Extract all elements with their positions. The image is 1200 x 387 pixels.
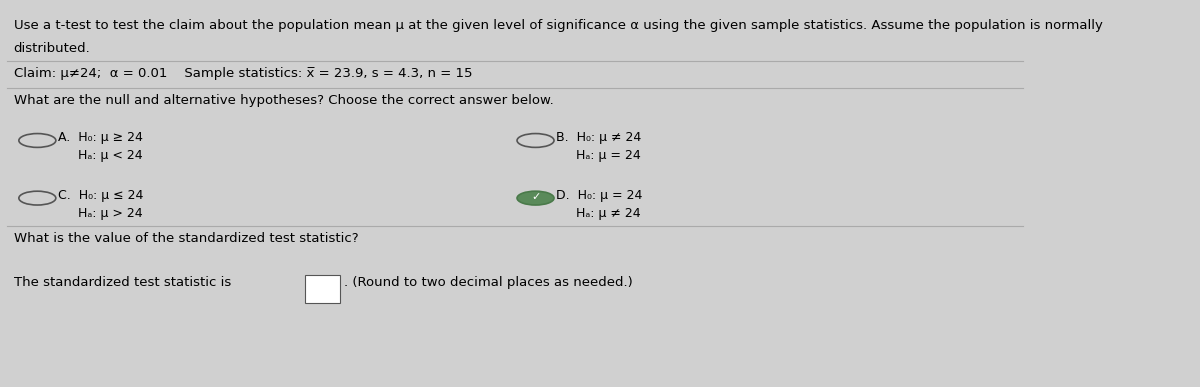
Text: D.  H₀: μ = 24: D. H₀: μ = 24 <box>556 188 642 202</box>
Text: What is the value of the standardized test statistic?: What is the value of the standardized te… <box>13 232 359 245</box>
Text: Hₐ: μ = 24: Hₐ: μ = 24 <box>556 149 641 162</box>
Text: ✓: ✓ <box>530 192 540 202</box>
Circle shape <box>517 191 554 205</box>
Text: . (Round to two decimal places as needed.): . (Round to two decimal places as needed… <box>344 276 634 289</box>
Text: Use a t-test to test the claim about the population mean μ at the given level of: Use a t-test to test the claim about the… <box>13 19 1103 32</box>
FancyBboxPatch shape <box>306 275 341 303</box>
Text: Claim: μ≠24;  α = 0.01    Sample statistics: x̅ = 23.9, s = 4.3, n = 15: Claim: μ≠24; α = 0.01 Sample statistics:… <box>13 67 473 80</box>
Text: distributed.: distributed. <box>13 42 90 55</box>
Text: B.  H₀: μ ≠ 24: B. H₀: μ ≠ 24 <box>556 131 641 144</box>
Text: Hₐ: μ ≠ 24: Hₐ: μ ≠ 24 <box>556 207 641 220</box>
Text: A.  H₀: μ ≥ 24: A. H₀: μ ≥ 24 <box>58 131 143 144</box>
Text: The standardized test statistic is: The standardized test statistic is <box>13 276 230 289</box>
Text: Hₐ: μ > 24: Hₐ: μ > 24 <box>58 207 143 220</box>
Text: C.  H₀: μ ≤ 24: C. H₀: μ ≤ 24 <box>58 188 143 202</box>
Text: What are the null and alternative hypotheses? Choose the correct answer below.: What are the null and alternative hypoth… <box>13 94 553 106</box>
Text: Hₐ: μ < 24: Hₐ: μ < 24 <box>58 149 143 162</box>
